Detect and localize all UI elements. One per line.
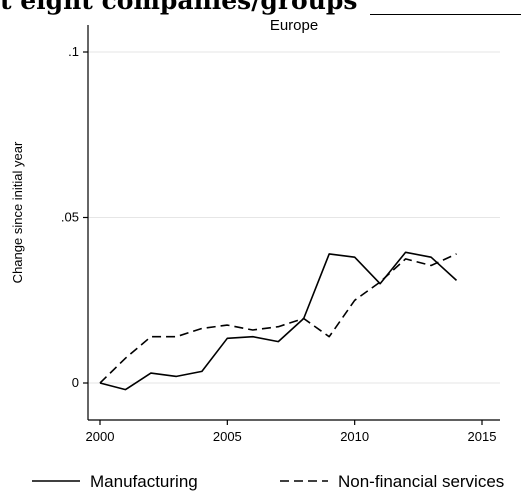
legend-label: Manufacturing [90,472,198,491]
y-tick-label: 0 [72,375,79,390]
y-tick-label: .1 [68,44,79,59]
chart-title: Europe [270,17,318,34]
axes: 0 .05 .1 2000 2005 2010 2015 [61,25,500,444]
series-line-manufacturing [99,251,458,391]
x-tick-label: 2010 [340,429,369,444]
legend: Manufacturing Non-financial services [32,472,504,491]
series-lines [99,251,458,391]
legend-label: Non-financial services [338,472,504,491]
x-tick-label: 2015 [468,429,497,444]
cropped-page-title: t eight companies/groups [0,0,358,15]
title-rule [370,14,521,15]
y-axis-title: Change since initial year [10,141,25,283]
grid-lines [88,51,500,384]
x-tick-label: 2000 [86,429,115,444]
series-line-non-financial-services [99,253,457,384]
y-tick-label: .05 [61,210,79,225]
x-tick-label: 2005 [213,429,242,444]
